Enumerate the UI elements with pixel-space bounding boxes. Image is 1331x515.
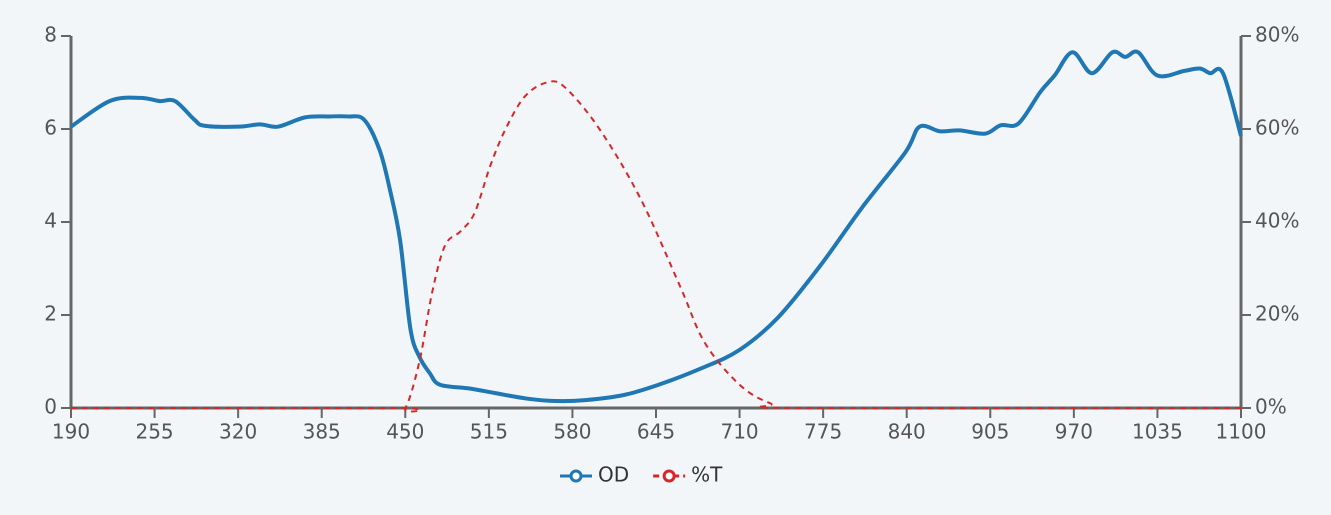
y2-tick-label: 40% <box>1255 209 1299 233</box>
x-tick-label: 580 <box>553 420 591 444</box>
x-tick-label: 970 <box>1055 420 1093 444</box>
x-tick-label: 775 <box>804 420 842 444</box>
legend-item: OD <box>560 463 629 487</box>
legend-item: %T <box>653 463 723 487</box>
y-tick-label: 6 <box>44 116 57 140</box>
x-tick-label: 385 <box>303 420 341 444</box>
y-tick-label: 8 <box>44 23 57 47</box>
x-tick-label: 190 <box>52 420 90 444</box>
y2-tick-label: 80% <box>1255 23 1299 47</box>
x-tick-label: 515 <box>470 420 508 444</box>
x-tick-label: 255 <box>135 420 173 444</box>
series-line <box>69 49 1243 404</box>
legend-marker <box>662 469 676 483</box>
x-tick-label: 645 <box>637 420 675 444</box>
y2-tick-label: 60% <box>1255 116 1299 140</box>
y2-tick-label: 20% <box>1255 302 1299 326</box>
x-tick-label: 1100 <box>1216 420 1267 444</box>
x-tick-label: 450 <box>386 420 424 444</box>
x-tick-label: 1035 <box>1132 420 1183 444</box>
x-tick-label: 710 <box>720 420 758 444</box>
legend-marker <box>569 469 583 483</box>
legend-label: OD <box>598 463 629 487</box>
legend-label: %T <box>691 463 723 487</box>
y2-tick-label: 0% <box>1255 395 1287 419</box>
x-tick-label: 905 <box>971 420 1009 444</box>
series-line <box>71 80 1242 413</box>
y-tick-label: 2 <box>44 302 57 326</box>
x-tick-label: 840 <box>888 420 926 444</box>
x-tick-label: 320 <box>219 420 257 444</box>
y-tick-label: 4 <box>44 209 57 233</box>
y-tick-label: 0 <box>44 395 57 419</box>
